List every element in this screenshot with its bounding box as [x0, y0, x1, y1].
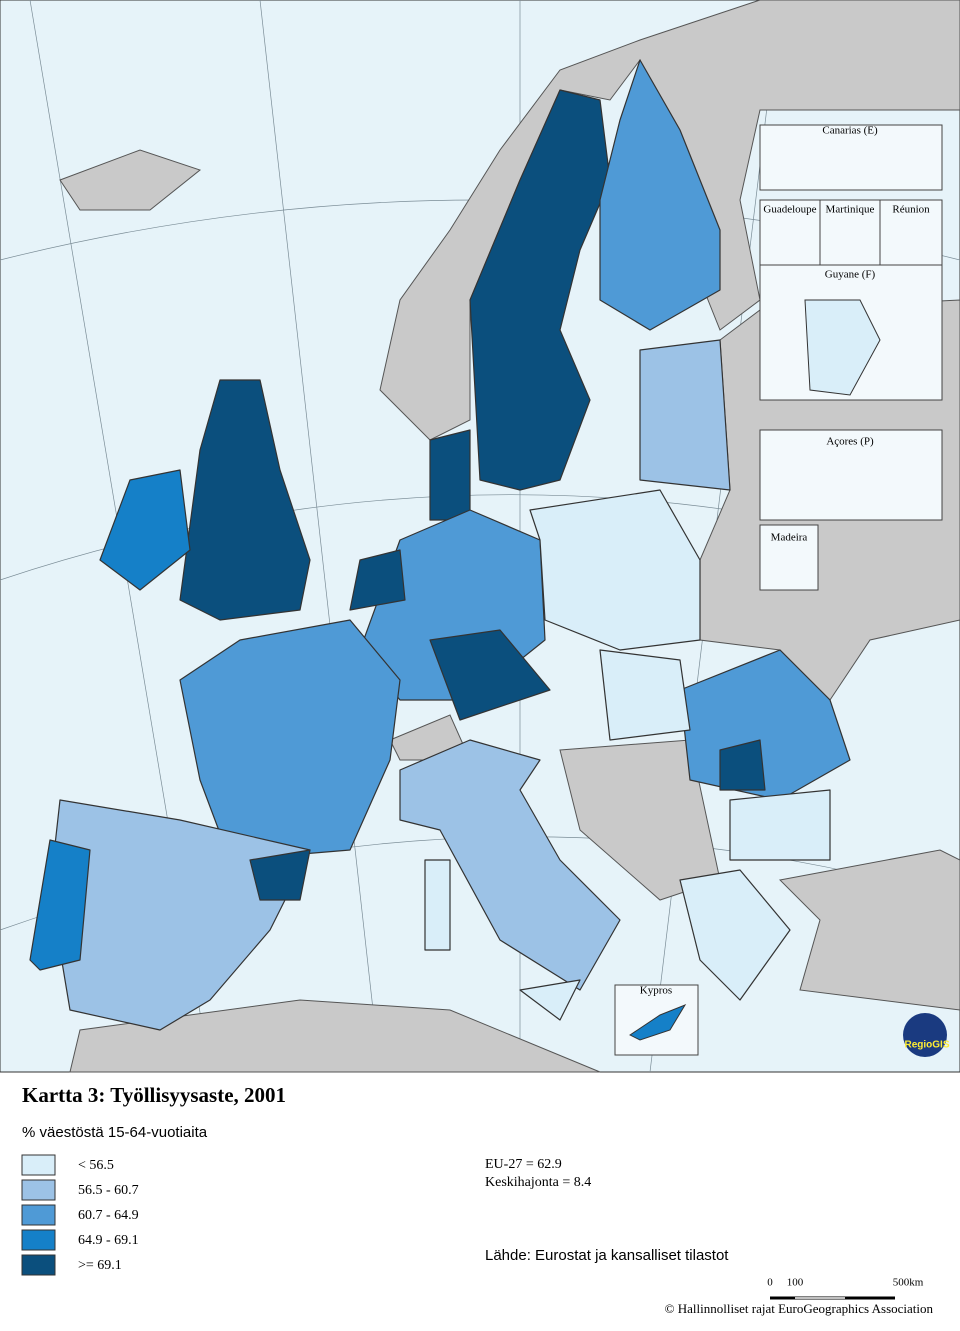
region: [679, 869, 791, 1001]
subtitle: % väestöstä 15-64-vuotiaita: [22, 1124, 208, 1141]
inset-label: Madeira: [771, 532, 808, 544]
region: [639, 339, 731, 491]
region: [99, 469, 191, 591]
map-title: Kartta 3: Työllisyysaste, 2001: [22, 1083, 286, 1107]
region: [529, 489, 701, 651]
region: [179, 619, 401, 861]
region: [349, 549, 406, 611]
region: [729, 789, 831, 861]
logo-badge: [903, 1013, 947, 1057]
inset-label: Guadeloupe: [763, 204, 816, 216]
region: [399, 739, 621, 991]
region: [424, 859, 451, 951]
region: [719, 739, 766, 791]
legend-swatch: [21, 1179, 56, 1201]
inset-box: [879, 199, 943, 266]
region: [519, 979, 581, 1021]
legend-swatch: [21, 1204, 56, 1226]
legend-swatch: [21, 1254, 56, 1276]
scale-label: 0: [767, 1277, 773, 1289]
legend-label: >= 69.1: [78, 1258, 122, 1273]
region: [29, 839, 91, 971]
region: [804, 299, 881, 396]
legend-label: 60.7 - 64.9: [78, 1208, 139, 1223]
region: [469, 89, 611, 491]
scale-label: 100: [787, 1277, 804, 1289]
source: Lähde: Eurostat ja kansalliset tilastot: [485, 1247, 729, 1264]
region: [599, 649, 691, 741]
region: [49, 799, 311, 1031]
inset-label: Guyane (F): [825, 269, 876, 281]
region: [249, 849, 311, 901]
region: [429, 429, 471, 521]
region: [179, 379, 311, 621]
inset-label: Martinique: [826, 204, 875, 216]
region: [629, 1003, 687, 1041]
legend-label: < 56.5: [78, 1158, 114, 1173]
inset-label: Réunion: [892, 204, 930, 216]
stat: EU-27 = 62.9: [485, 1157, 562, 1172]
legend-label: 64.9 - 69.1: [78, 1233, 139, 1248]
legend-swatch: [21, 1229, 56, 1251]
insets: Canarias (E) Guadeloupe Martinique Réuni…: [614, 124, 950, 1057]
inset-box: [819, 199, 881, 266]
inset-box: [759, 124, 943, 191]
stat: Keskihajonta = 8.4: [485, 1175, 591, 1190]
scale-label: 500km: [893, 1277, 924, 1289]
region: [599, 59, 721, 331]
inset-box: [759, 429, 943, 521]
logo: RegioGIS: [904, 1040, 949, 1051]
scale-bar: 0 100 500km: [767, 1277, 924, 1300]
inset-label: Kypros: [640, 985, 672, 997]
inset-label: Canarias (E): [822, 125, 878, 137]
regions: [29, 59, 851, 1031]
inset-label: Açores (P): [826, 436, 874, 448]
inset-box: [759, 199, 821, 266]
legend-swatch: [21, 1154, 56, 1176]
copyright: © Hallinnolliset rajat EuroGeographics A…: [665, 1301, 934, 1316]
region: [429, 629, 551, 721]
legend: < 56.5 56.5 - 60.7 60.7 - 64.9 64.9 - 69.1 >…: [21, 1154, 139, 1276]
legend-label: 56.5 - 60.7: [78, 1183, 139, 1198]
inset-box: [759, 524, 819, 591]
